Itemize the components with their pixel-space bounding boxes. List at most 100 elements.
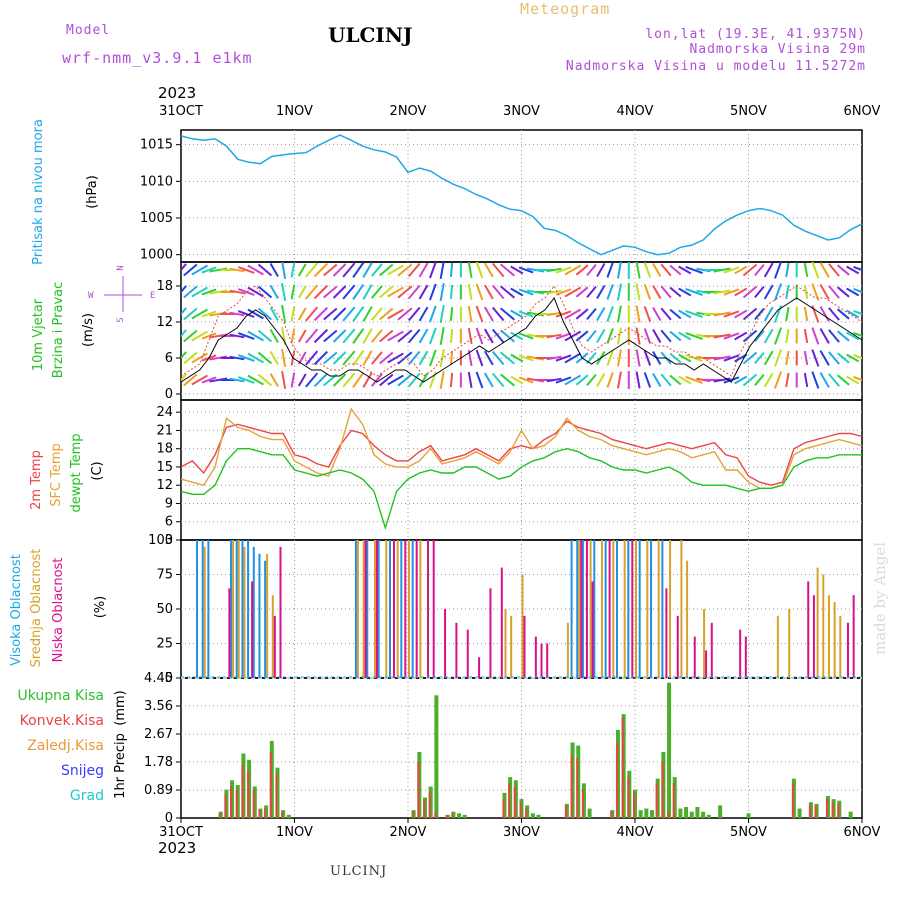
wind-arrow [518,332,534,340]
wind-arrow [297,285,307,299]
wind-arrow [586,373,597,387]
temp-unit: (C) [90,461,105,480]
wind-arrow [183,351,198,365]
wind-arrow [281,370,287,390]
wind-arrow [652,373,662,387]
wind-arrow [742,307,758,321]
wind-arrow [754,307,765,321]
wind-arrow [429,283,437,301]
wind-arrow [209,289,228,295]
footer-station: ULCINJ [330,864,387,879]
wind-arrow [439,370,445,390]
wind-arrow [652,307,662,321]
precip-legend-item: Konvek.Kisa [20,713,104,729]
wind-arrow [510,287,524,297]
wind-arrow [669,330,682,342]
wind-arrow [332,329,347,343]
wind-arrow [811,371,820,389]
cloud-high-bar [235,540,238,678]
wind-arrow [449,372,454,388]
wind-arrow [723,288,740,296]
precip-total-bar [536,814,541,818]
wind-arrow [564,308,582,320]
wind-arrow [201,310,217,318]
wind-arrow [774,262,783,279]
precip-conv-bar [434,811,437,818]
wind-arrow [853,287,862,294]
cloud-mid-bar [686,560,689,678]
cloud-mid-bar [271,595,274,678]
wind-arrow [491,328,505,344]
wind-arrow [429,349,437,367]
precip-conv-bar [808,805,811,818]
wind-arrow [652,263,662,277]
wind-arrow [290,262,296,278]
wind-arrow [586,307,597,321]
cloud-unit: (%) [93,596,108,619]
wind-arrow [387,286,404,298]
cloud-mid-bar [612,540,615,678]
wind-arrow [555,332,572,340]
wind-arrow [352,284,365,300]
cloud-mid-bar [266,553,269,678]
bottom-xtick-label: 5NOV [730,825,767,840]
wind-arrow [247,374,264,386]
compass-s: S [116,317,126,322]
temp-sfc-line [180,407,863,489]
cloud-low-bar [466,629,469,678]
wind-arrow [397,307,413,321]
cloud-mid-bar [646,540,649,678]
wind-arrow [510,331,524,341]
wind-arrow [518,288,534,296]
precip-legend-item: Zaledj.Kisa [27,738,104,754]
wind-arrow [828,263,840,277]
wind-arrow [297,373,307,387]
cloud-low-bar [591,581,594,678]
precip-total-bar [650,810,655,818]
cloud-mid-bar [385,540,388,678]
wind-arrow [269,263,279,277]
wind-arrow [467,262,473,279]
wind-arrows [181,262,862,390]
cloud-low-bar [404,540,407,678]
wind-arrow [191,352,208,364]
cloud-mid-bar [356,540,359,678]
precip-total-bar [718,805,723,818]
meteogram-title: Meteogram [520,0,610,18]
wind-arrow [323,329,338,343]
wind-arrow [352,262,365,278]
wind-unit: (m/s) [81,313,96,347]
wind-arrow [305,306,319,322]
ytick-label: 6 [165,515,173,530]
cloud-low-bar [534,636,537,678]
wind-arrow [323,285,338,299]
precip-conv-bar [621,717,624,818]
cloud-ylabel3: Niska Oblacnost [51,558,66,663]
cloud-mid-bar [822,574,825,678]
wind-arrow [828,329,840,343]
wind-arrow [362,284,373,300]
wind-arrow [491,262,505,278]
cloud-low-bar [489,588,492,678]
wind-arrow [387,374,404,386]
pressure-line [180,134,863,256]
precip-conv-bar [633,792,635,818]
wind-arrow [510,265,524,275]
precip-conv-bar [513,786,516,818]
top-xtick-label: 4NOV [617,104,654,119]
wind-arrow [763,284,774,300]
ytick-label: 25 [156,637,173,652]
cloud-mid-bar [419,540,422,678]
cloud-low-bar [279,546,282,678]
cloud-mid-bar [657,540,660,678]
precip-conv-bar [831,802,834,818]
wind-arrow [713,333,731,339]
wind-arrow [499,351,516,365]
ytick-label: 18 [156,279,173,294]
wind-arrow [332,307,347,321]
wind-arrow [323,263,338,277]
wind-arrow [606,372,614,388]
precip-conv-bar [218,813,221,818]
wind-arrow [342,262,356,278]
wind-arrow [774,327,783,345]
